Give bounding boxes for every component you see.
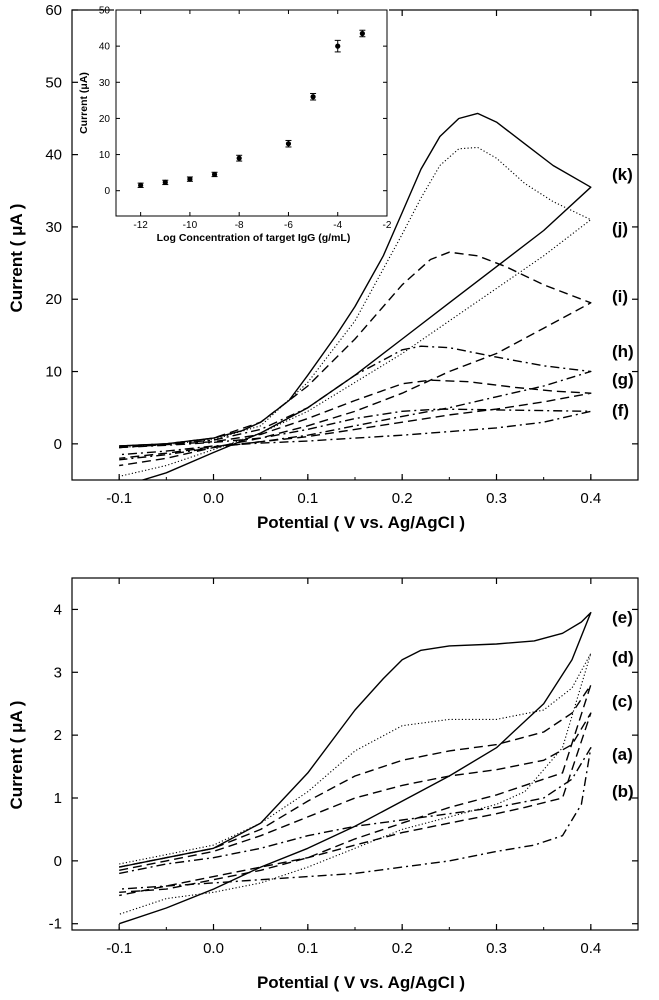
bottom-y-axis-label: Current ( μA ): [7, 701, 26, 810]
top-y-tick-label: 60: [45, 2, 62, 19]
bottom-y-tick-label: 1: [54, 790, 62, 807]
top-series-i: [119, 251, 592, 467]
top-y-tick-label: 10: [45, 364, 62, 381]
top-y-tick-label: 50: [45, 74, 62, 91]
bottom-y-tick-label: 3: [54, 664, 62, 681]
top-series-f: [119, 408, 592, 456]
inset-x-axis-label: Log Concentration of target IgG (g/mL): [157, 232, 351, 244]
top-x-tick-label: 0.3: [486, 490, 507, 507]
inset-data-point: [335, 43, 341, 49]
inset-data-point: [162, 179, 168, 185]
inset-chart: -12 -10 -8 -6 -4 -2 0 10 20 30 40 50 Log Concentrati…: [78, 6, 392, 245]
top-curves: [119, 112, 592, 480]
inset-data-point: [359, 30, 365, 37]
inset-x-tick-label: -2: [383, 220, 392, 231]
top-curve-label-j: (j): [612, 219, 628, 238]
inset-x-tick-label: -4: [333, 220, 342, 231]
top-y-tick-label: 20: [45, 291, 62, 308]
inset-data-point: [138, 182, 144, 188]
bottom-x-tick-label: 0.2: [392, 940, 413, 957]
inset-data-point: [285, 141, 292, 147]
top-curve-label-g: (g): [612, 370, 634, 389]
bottom-x-axis-label: Potential ( V vs. Ag/AgCl ): [257, 973, 465, 992]
bottom-curve-label-c: (c): [612, 692, 633, 711]
bottom-curves: [118, 611, 592, 925]
top-x-tick-label: 0.0: [203, 490, 224, 507]
top-y-tick-label: 40: [45, 147, 62, 164]
bottom-curve-label-e: (e): [612, 608, 633, 627]
inset-y-tick-label: 10: [99, 150, 111, 161]
inset-y-tick-label: 30: [99, 78, 111, 89]
bottom-y-tick-label: 2: [54, 727, 62, 744]
inset-data-point: [236, 155, 242, 161]
top-y-axis-label: Current ( μA ): [7, 204, 26, 313]
top-series-g: [119, 379, 592, 459]
top-curve-label-k: (k): [612, 165, 633, 184]
bottom-curve-label-d: (d): [612, 648, 634, 667]
inset-plot-frame: [115, 9, 388, 217]
bottom-y-tick-label: 4: [54, 601, 62, 618]
bottom-y-tick-label: -1: [49, 916, 62, 933]
bottom-x-tick-label: 0.0: [203, 940, 224, 957]
inset-y-tick-label: 20: [99, 114, 111, 125]
bottom-curve-label-a: (a): [612, 745, 633, 764]
top-curve-label-i: (i): [612, 287, 628, 306]
bottom-curve-label-b: (b): [612, 782, 634, 801]
top-curve-label-h: (h): [612, 342, 634, 361]
inset-y-tick-label: 40: [99, 42, 111, 53]
top-x-tick-label: 0.1: [297, 490, 318, 507]
top-x-tick-label: -0.1: [106, 490, 132, 507]
inset-data-point: [187, 176, 193, 182]
top-x-tick-label: 0.4: [580, 490, 601, 507]
bottom-chart: -0.1 0.0 0.1 0.2 0.3 0.4 -1 0 1 2 3 4 Potential ( V …: [7, 577, 639, 992]
inset-background: [114, 8, 389, 238]
top-chart: -0.1 0.0 0.1 0.2 0.3 0.4 0 10 20 30 40 50 60 Potentia…: [7, 2, 639, 532]
inset-data-point: [211, 171, 218, 178]
inset-y-tick-label: 0: [104, 186, 110, 197]
bottom-x-tick-label: 0.3: [486, 940, 507, 957]
inset-x-tick-label: -6: [284, 220, 293, 231]
top-y-tick-label: 0: [54, 436, 62, 453]
bottom-series-b: [119, 747, 592, 890]
bottom-series-c: [119, 684, 592, 893]
bottom-y-tick-label: 0: [54, 853, 62, 870]
top-x-tick-label: 0.2: [392, 490, 413, 507]
bottom-series-d: [119, 652, 592, 915]
top-y-tick-label: 30: [45, 219, 62, 236]
top-x-axis-label: Potential ( V vs. Ag/AgCl ): [257, 513, 465, 532]
bottom-x-tick-label: -0.1: [106, 940, 132, 957]
inset-x-tick-label: -10: [183, 220, 198, 231]
bottom-series-e: [118, 611, 592, 925]
top-series-j: [119, 146, 592, 477]
bottom-x-tick-label: 0.4: [580, 940, 601, 957]
bottom-series-a: [119, 712, 592, 897]
inset-y-tick-label: 50: [99, 6, 111, 17]
inset-y-axis-label: Current (μA): [78, 72, 90, 134]
bottom-plot-frame: [71, 577, 639, 931]
inset-x-tick-label: -12: [133, 220, 148, 231]
top-curve-label-f: (f): [612, 401, 629, 420]
inset-data-point: [310, 94, 316, 100]
inset-x-tick-label: -8: [235, 220, 244, 231]
bottom-x-tick-label: 0.1: [297, 940, 318, 957]
